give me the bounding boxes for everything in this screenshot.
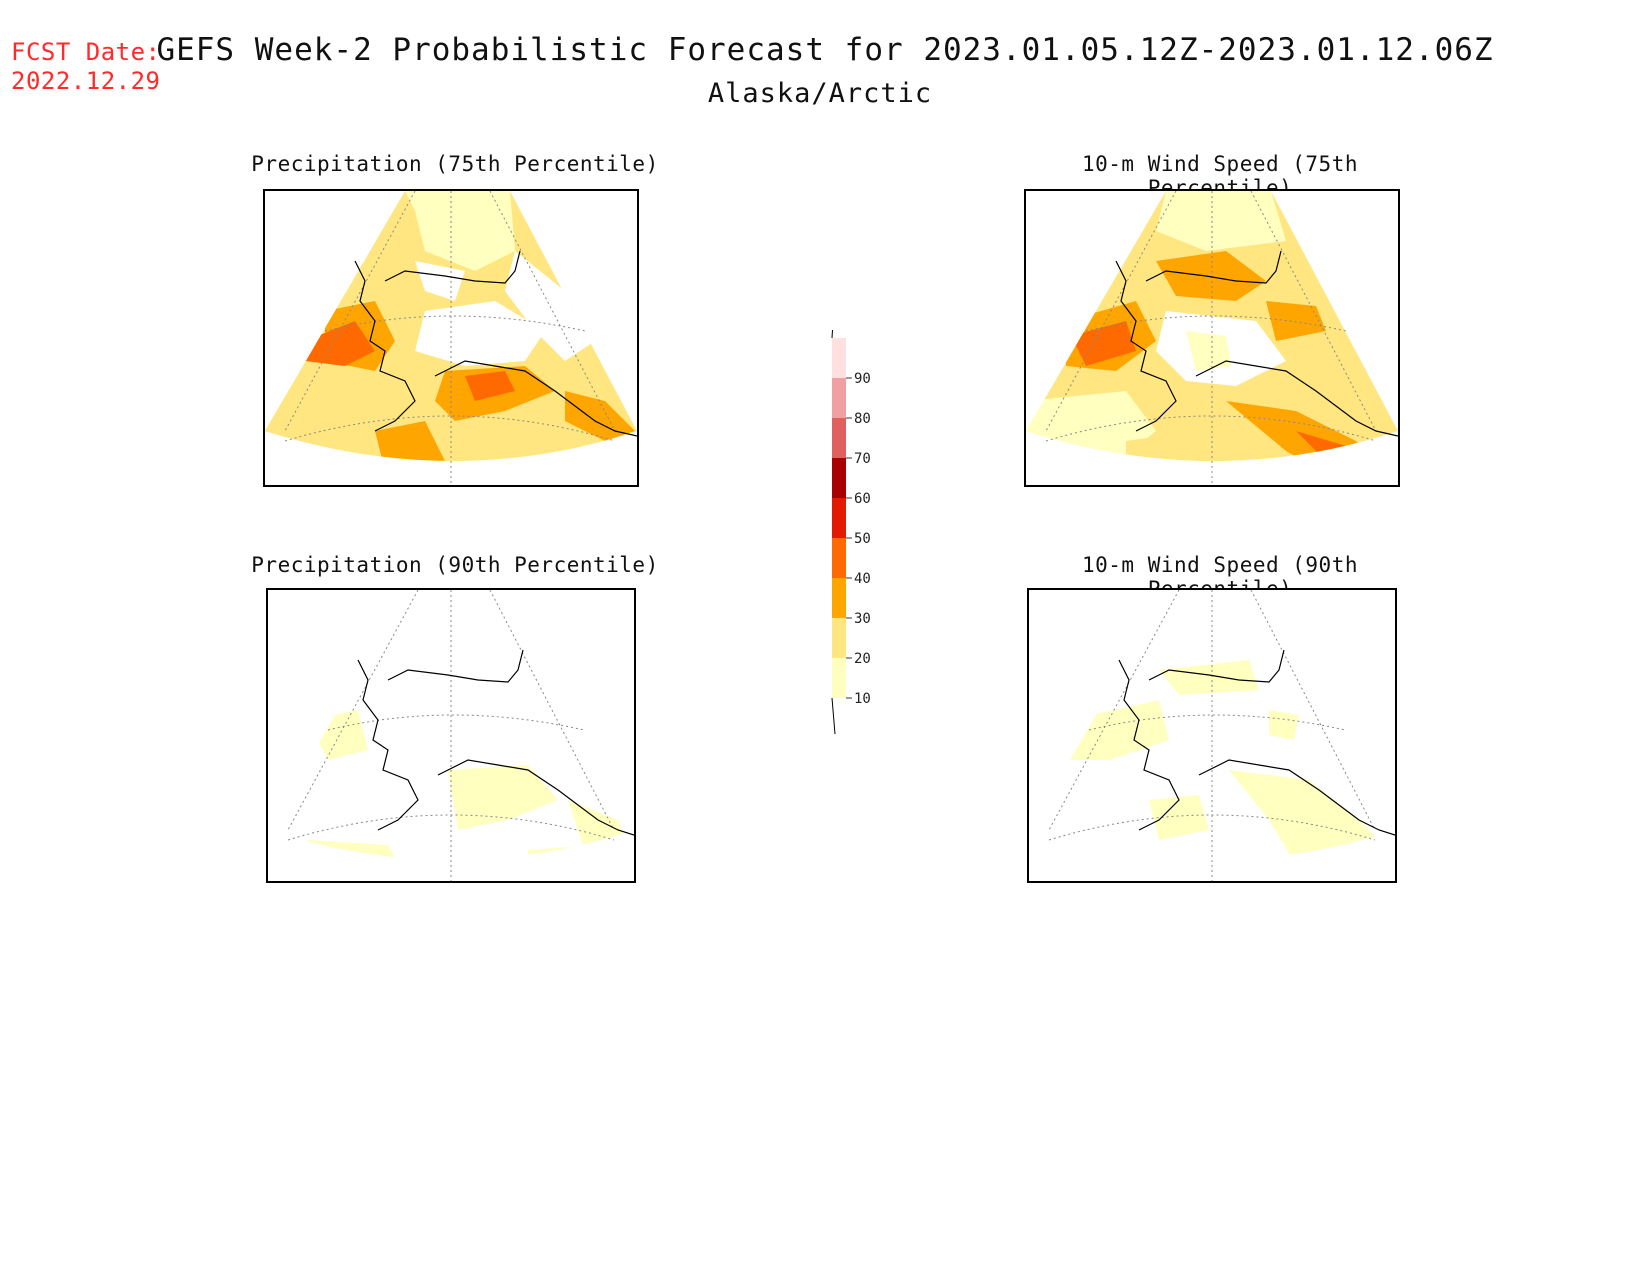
colorbar-label: 80 bbox=[854, 411, 871, 427]
colorbar-swatch-5 bbox=[832, 498, 846, 538]
panel-title-precip-75: Precipitation (75th Percentile) bbox=[251, 152, 659, 176]
colorbar-swatch-1 bbox=[832, 658, 846, 698]
panel-title-precip-90: Precipitation (90th Percentile) bbox=[251, 553, 659, 577]
colorbar-label: 10 bbox=[854, 691, 871, 707]
colorbar-label: 40 bbox=[854, 571, 871, 587]
colorbar-label: 20 bbox=[854, 651, 871, 667]
map-precip-75 bbox=[263, 189, 639, 487]
colorbar-label: 70 bbox=[854, 451, 871, 467]
colorbar-label: 90 bbox=[854, 371, 871, 387]
colorbar-bottom-tip bbox=[831, 697, 836, 735]
map-wind-90 bbox=[1027, 588, 1397, 883]
colorbar-swatch-8 bbox=[832, 378, 846, 418]
forecast-date-block: FCST Date: 2022.12.29 bbox=[11, 38, 161, 96]
colorbar: 10 20 30 40 50 60 70 80 90 bbox=[820, 305, 900, 750]
forecast-date-value: 2022.12.29 bbox=[11, 67, 161, 95]
colorbar-swatch-4 bbox=[832, 538, 846, 578]
colorbar-label: 60 bbox=[854, 491, 871, 507]
colorbar-label: 50 bbox=[854, 531, 871, 547]
colorbar-label: 30 bbox=[854, 611, 871, 627]
colorbar-swatch-3 bbox=[832, 578, 846, 618]
page-subtitle: Alaska/Arctic bbox=[707, 78, 933, 109]
forecast-date-label: FCST Date: bbox=[11, 38, 161, 66]
colorbar-swatch-9 bbox=[832, 338, 846, 378]
colorbar-top-tip bbox=[831, 305, 835, 339]
map-precip-90 bbox=[266, 588, 636, 883]
colorbar-swatch-6 bbox=[832, 458, 846, 498]
colorbar-swatch-2 bbox=[832, 618, 846, 658]
colorbar-swatch-7 bbox=[832, 418, 846, 458]
map-wind-75 bbox=[1024, 189, 1400, 487]
page-title: GEFS Week-2 Probabilistic Forecast for 2… bbox=[156, 32, 1494, 68]
